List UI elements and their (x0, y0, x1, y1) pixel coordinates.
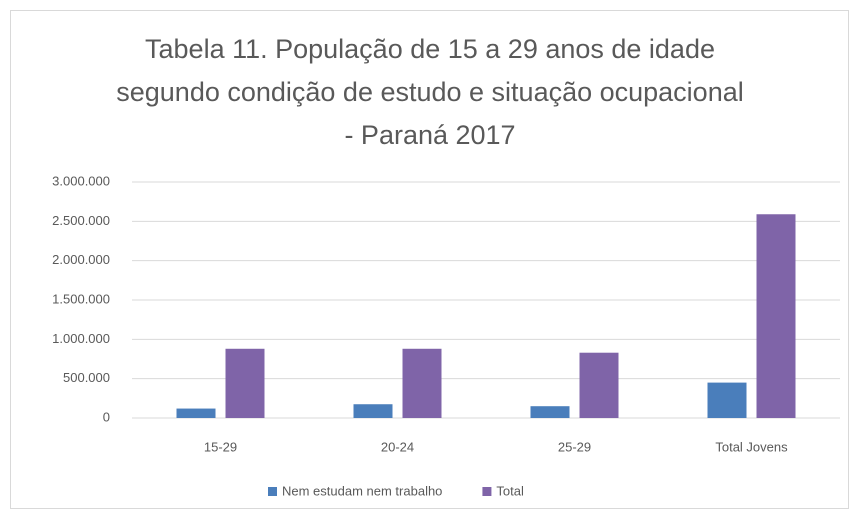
x-tick-label: Total Jovens (715, 439, 788, 454)
bar (530, 406, 570, 418)
chart-title: Tabela 11. População de 15 a 29 anos de … (116, 34, 744, 150)
y-tick-label: 500.000 (63, 370, 110, 385)
bar (707, 382, 747, 418)
y-tick-label: 0 (103, 409, 110, 424)
legend-swatch (482, 487, 492, 496)
y-tick-label: 3.000.000 (52, 173, 110, 188)
x-tick-label: 15-29 (204, 439, 237, 454)
legend-swatch (268, 487, 277, 496)
y-tick-label: 2.500.000 (52, 213, 110, 228)
y-tick-label: 2.000.000 (52, 252, 110, 267)
y-tick-label: 1.000.000 (52, 331, 110, 346)
bar (756, 214, 796, 418)
x-tick-label: 20-24 (381, 439, 414, 454)
y-tick-label: 1.500.000 (52, 291, 110, 306)
legend-label: Nem estudam nem trabalho (282, 483, 442, 498)
bar (353, 404, 393, 418)
bar (225, 348, 265, 418)
bar (579, 352, 619, 418)
chart-frame (10, 10, 849, 509)
x-tick-label: 25-29 (558, 439, 591, 454)
legend-label: Total (496, 483, 524, 498)
bar (176, 408, 216, 418)
bar (402, 348, 442, 418)
